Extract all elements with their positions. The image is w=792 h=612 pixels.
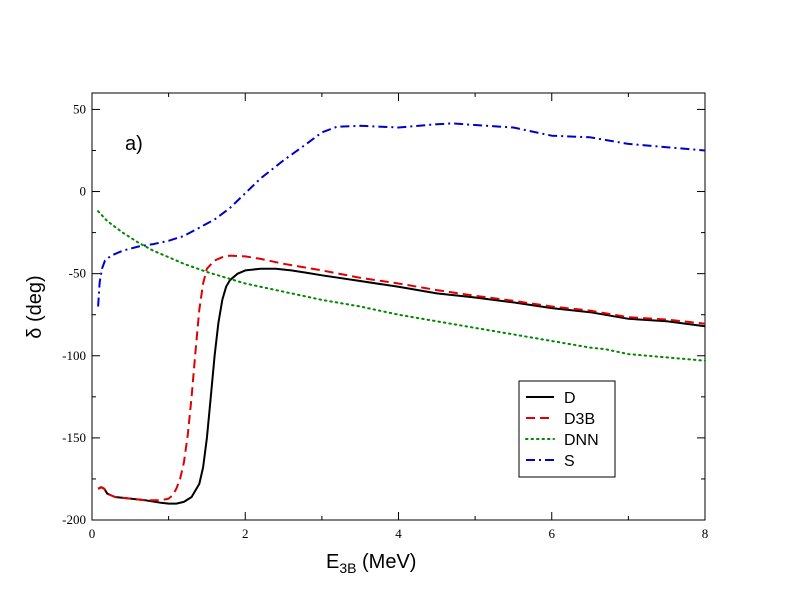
series-line-d3b — [97, 254, 706, 502]
x-tick-label: 2 — [242, 526, 249, 541]
x-tick-label: 8 — [702, 526, 709, 541]
x-tick-label: 4 — [395, 526, 402, 541]
legend-label-d3b: D3B — [564, 411, 595, 428]
y-axis-label: δ (deg) — [24, 275, 46, 338]
y-tick-label: -200 — [62, 512, 86, 527]
legend-label-d: D — [564, 390, 576, 407]
x-tick-label: 0 — [89, 526, 96, 541]
legend-label-dnn: DNN — [564, 432, 599, 449]
y-tick-label: 0 — [80, 184, 87, 199]
series-layer — [97, 122, 706, 505]
legend-label-s: S — [564, 453, 575, 470]
x-tick-label: 6 — [549, 526, 556, 541]
x-axis-label-subscript: 3B — [339, 560, 356, 576]
panel-annotation: a) — [125, 133, 143, 155]
x-axis-label-main: E — [326, 551, 339, 573]
axis-ticks: 0 2 4 6 8 50 0 -50 -100 -150 -200 — [62, 93, 708, 541]
series-line-d — [97, 267, 706, 505]
x-axis-label: E3B (MeV) — [326, 551, 416, 576]
x-axis-label-units: (MeV) — [356, 551, 416, 573]
y-tick-label: 50 — [73, 101, 86, 116]
y-tick-label: -100 — [62, 348, 86, 363]
series-line-dnn — [97, 210, 706, 362]
legend: D D3B DNN S — [518, 380, 616, 478]
y-tick-label: -50 — [69, 266, 86, 281]
series-line-s — [97, 122, 706, 307]
y-tick-label: -150 — [62, 430, 86, 445]
